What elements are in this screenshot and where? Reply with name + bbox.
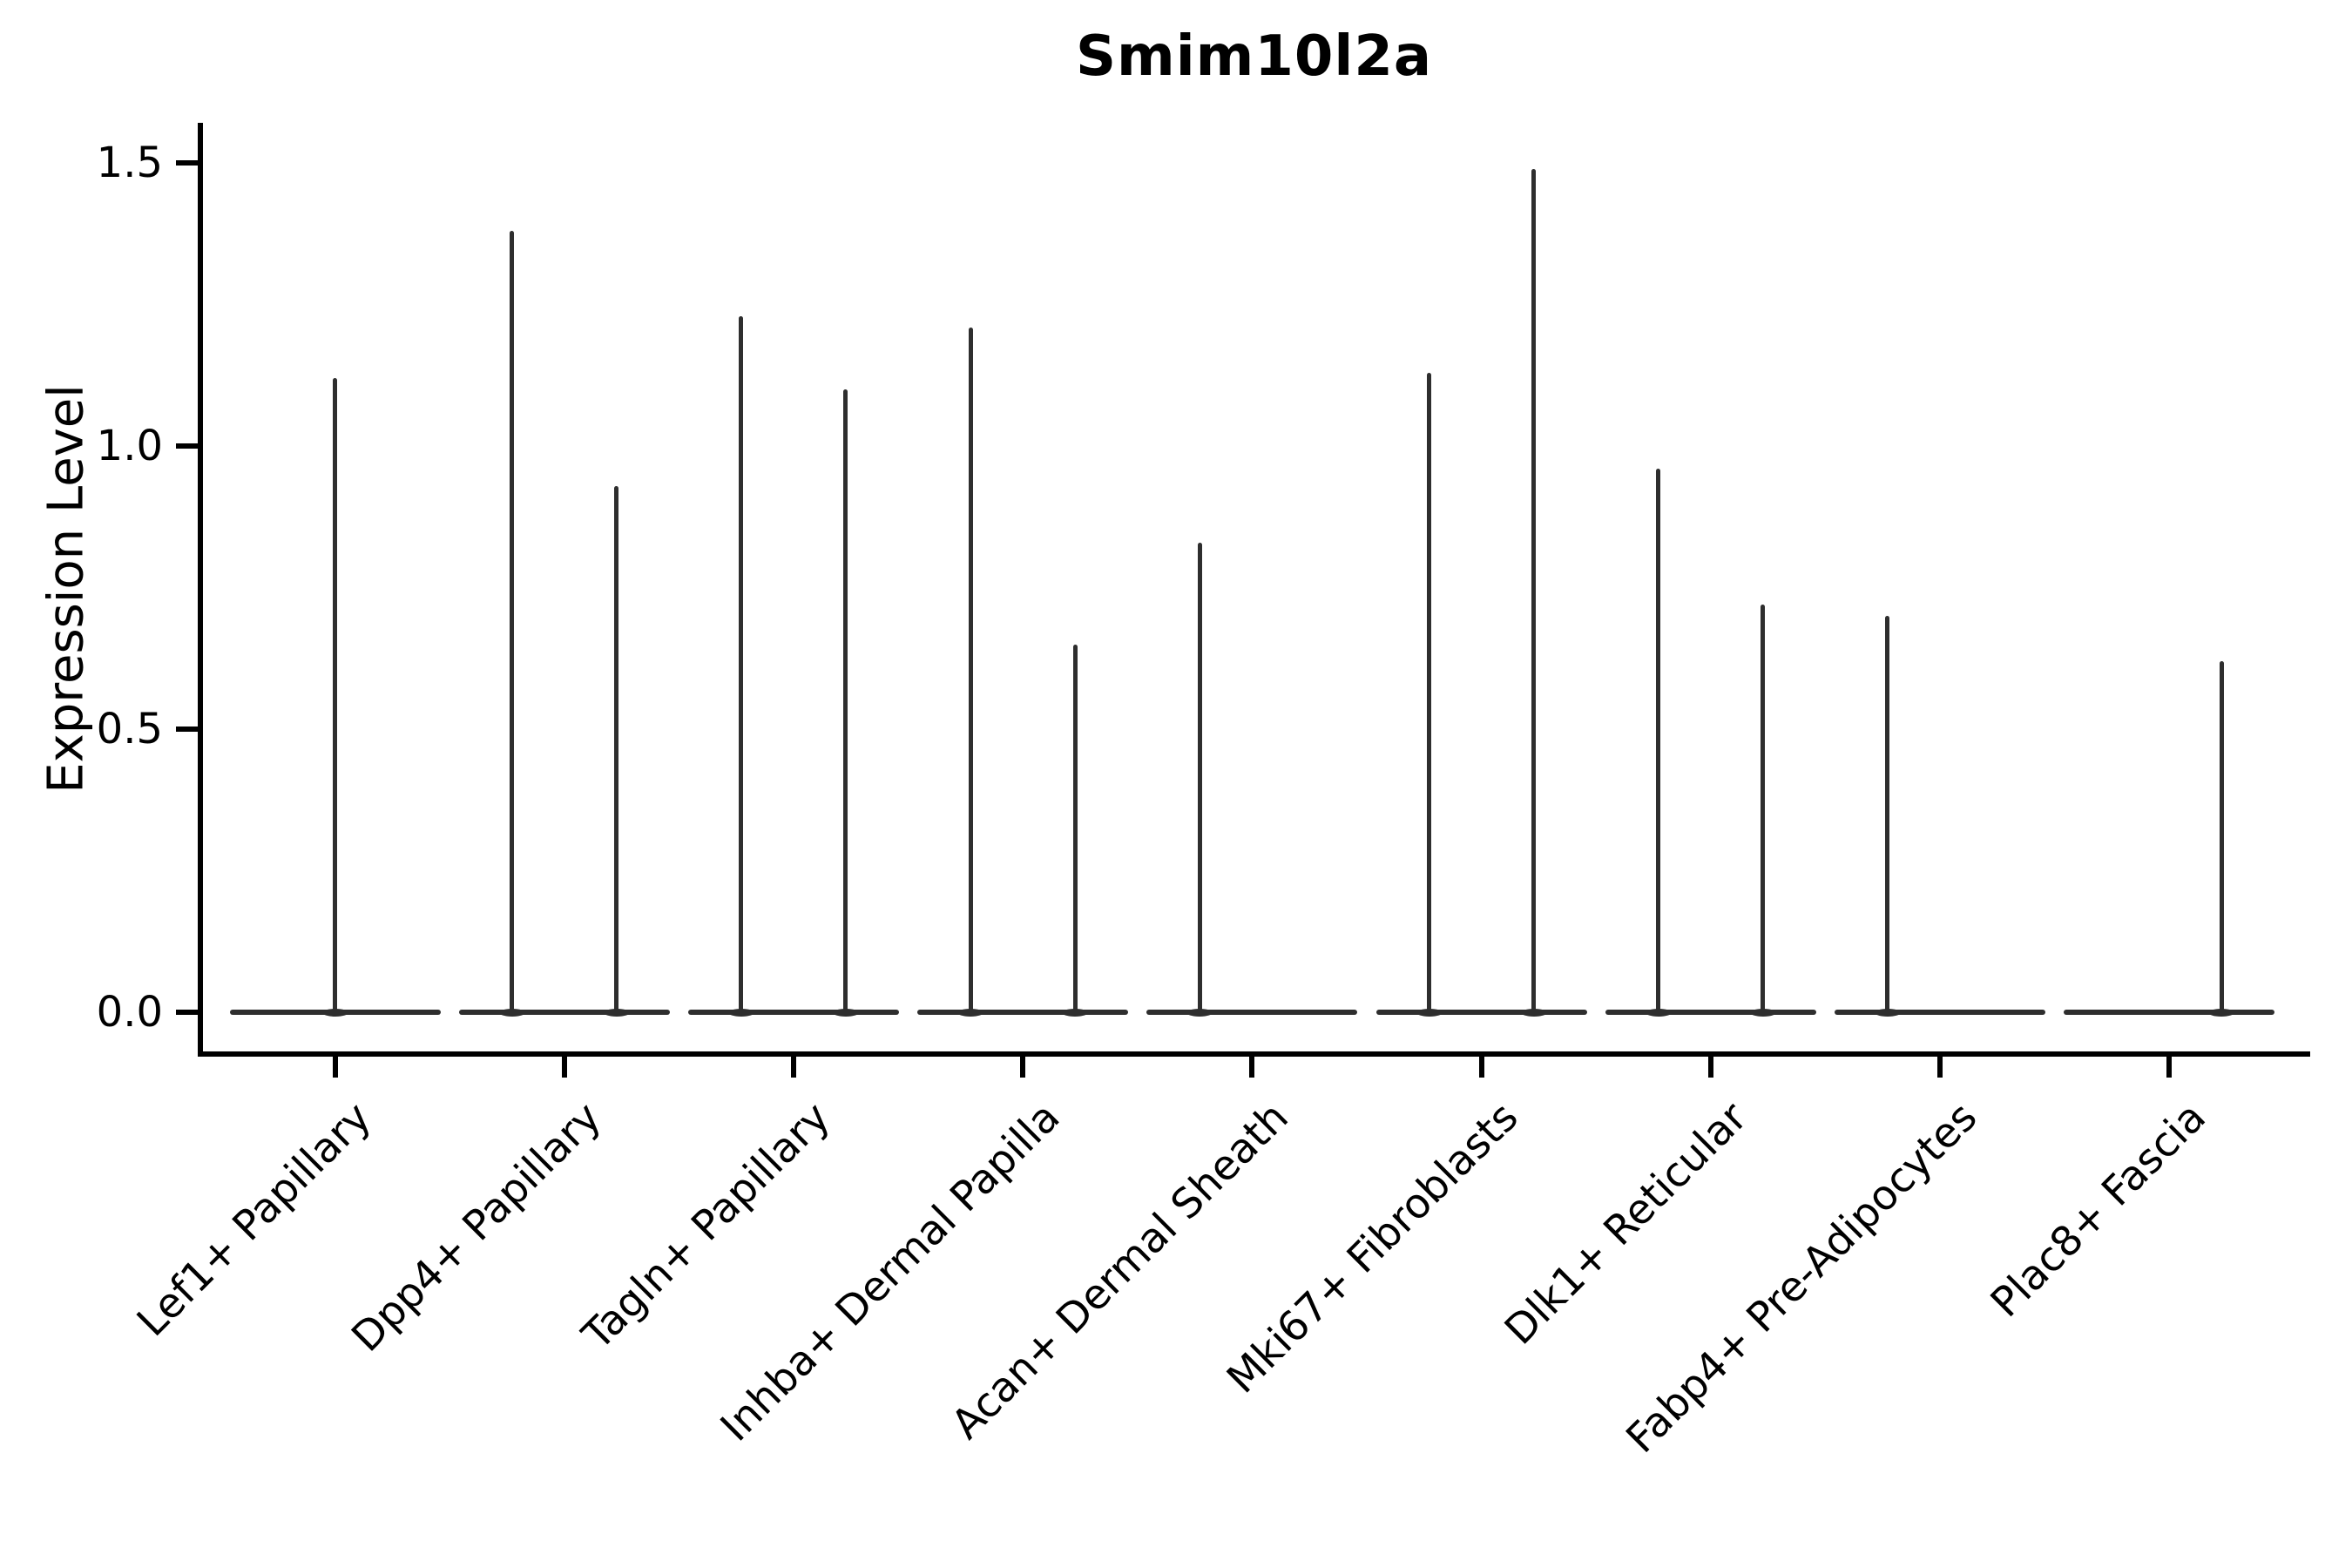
y-tick-label: 1.5 <box>96 139 163 187</box>
violin-baseline <box>1834 1010 2045 1015</box>
violin-base-flare <box>1749 1008 1776 1017</box>
y-tick-mark <box>176 160 198 166</box>
violin-base-flare <box>1874 1008 1901 1017</box>
chart-title: Smim10l2a <box>1075 24 1433 89</box>
violin-base-flare <box>1062 1008 1089 1017</box>
violin-spike <box>739 315 744 1012</box>
violin-base-flare <box>1416 1008 1443 1017</box>
violin-spike <box>1885 616 1890 1012</box>
x-tick-mark <box>1478 1057 1484 1078</box>
violin-spike <box>968 327 973 1012</box>
x-tick-label: Lef1+ Papillary <box>128 1093 382 1346</box>
violin-spike <box>333 378 337 1012</box>
violin-baseline <box>458 1010 670 1015</box>
violin-baseline <box>1146 1010 1358 1015</box>
violin-baseline <box>1605 1010 1816 1015</box>
violin-base-flare <box>727 1008 754 1017</box>
violin-base-flare <box>957 1008 984 1017</box>
x-tick-label: Plac8+ Fascia <box>1982 1093 2216 1327</box>
x-tick-mark <box>561 1057 567 1078</box>
violin-base-flare <box>603 1008 630 1017</box>
violin-spike <box>1656 469 1661 1012</box>
violin-spike <box>1072 644 1078 1012</box>
violin-spike <box>1761 605 1766 1012</box>
violin-baseline <box>2064 1010 2275 1015</box>
violin-spike <box>2219 661 2224 1012</box>
violin-base-flare <box>2208 1008 2235 1017</box>
violin-base-flare <box>832 1008 859 1017</box>
violin-spike <box>614 485 619 1012</box>
y-tick-mark <box>176 443 198 449</box>
violin-spike <box>1197 542 1202 1012</box>
violin-base-flare <box>321 1008 348 1017</box>
x-tick-mark <box>2166 1057 2173 1078</box>
x-tick-mark <box>790 1057 796 1078</box>
y-tick-label: 0.5 <box>96 705 163 754</box>
x-tick-mark <box>1249 1057 1255 1078</box>
y-axis-spine <box>198 123 203 1057</box>
y-tick-mark <box>176 1010 198 1015</box>
y-tick-mark <box>176 727 198 732</box>
x-tick-label: Dpp4+ Papillary <box>341 1093 611 1362</box>
violin-base-flare <box>1645 1008 1672 1017</box>
y-tick-label: 1.0 <box>96 422 163 470</box>
violin-baseline <box>917 1010 1129 1015</box>
x-tick-label: Tagln+ Papillary <box>573 1093 840 1360</box>
y-tick-label: 0.0 <box>96 988 163 1037</box>
x-tick-mark <box>1707 1057 1713 1078</box>
violin-baseline <box>687 1010 899 1015</box>
x-tick-mark <box>1936 1057 1943 1078</box>
violin-base-flare <box>1186 1008 1213 1017</box>
x-axis-spine <box>198 1051 2310 1057</box>
x-tick-label: Dlk1+ Reticular <box>1496 1093 1757 1355</box>
violin-base-flare <box>1520 1008 1547 1017</box>
x-tick-mark <box>332 1057 338 1078</box>
violin-base-flare <box>498 1008 525 1017</box>
violin-spike <box>843 389 848 1012</box>
violin-baseline <box>1375 1010 1587 1015</box>
violin-spike <box>1531 168 1536 1012</box>
violin-spike <box>1427 372 1431 1012</box>
x-tick-mark <box>1020 1057 1026 1078</box>
violin-spike <box>510 231 515 1012</box>
